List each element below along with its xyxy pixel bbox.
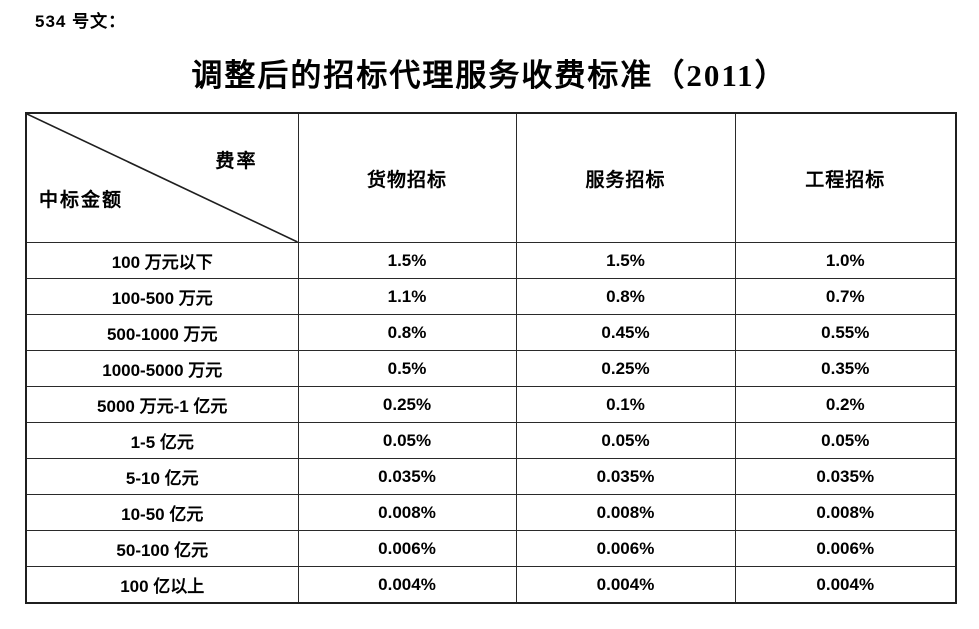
rate-cell: 0.035% xyxy=(297,458,517,495)
page-title: 调整后的招标代理服务收费标准（2011） xyxy=(191,58,788,93)
rate-cell: 0.05% xyxy=(734,422,957,459)
rate-cell: 0.45% xyxy=(515,314,736,351)
amount-range-cell: 5000 万元-1 亿元 xyxy=(25,386,299,423)
rate-cell: 1.1% xyxy=(297,278,517,315)
rate-cell: 0.008% xyxy=(734,494,957,531)
amount-range-cell: 5-10 亿元 xyxy=(25,458,299,495)
rate-cell: 0.35% xyxy=(734,350,957,387)
amount-range-cell: 50-100 亿元 xyxy=(25,530,299,567)
rate-cell: 0.006% xyxy=(734,530,957,567)
rate-cell: 0.008% xyxy=(515,494,736,531)
rate-cell: 0.8% xyxy=(297,314,517,351)
amount-range-cell: 500-1000 万元 xyxy=(25,314,299,351)
rate-cell: 0.035% xyxy=(515,458,736,495)
column-header-goods-bidding: 货物招标 xyxy=(297,112,517,243)
rate-cell: 0.7% xyxy=(734,278,957,315)
corner-header-cell: 费率 中标金额 xyxy=(25,112,299,243)
rate-cell: 0.004% xyxy=(734,566,957,604)
rate-cell: 0.006% xyxy=(297,530,517,567)
table-row: 5-10 亿元 0.035% 0.035% 0.035% xyxy=(25,458,957,495)
column-header-engineering-bidding: 工程招标 xyxy=(734,112,957,243)
rate-cell: 0.004% xyxy=(297,566,517,604)
rate-cell: 0.25% xyxy=(515,350,736,387)
amount-range-cell: 1000-5000 万元 xyxy=(25,350,299,387)
rate-cell: 1.5% xyxy=(297,242,517,279)
rate-cell: 0.25% xyxy=(297,386,517,423)
amount-range-cell: 100-500 万元 xyxy=(25,278,299,315)
rate-cell: 0.5% xyxy=(297,350,517,387)
rate-cell: 0.035% xyxy=(734,458,957,495)
table-body: 100 万元以下 1.5% 1.5% 1.0% 100-500 万元 1.1% … xyxy=(25,242,957,604)
table-row: 10-50 亿元 0.008% 0.008% 0.008% xyxy=(25,494,957,531)
rate-cell: 0.55% xyxy=(734,314,957,351)
table-header-row: 费率 中标金额 货物招标 服务招标 工程招标 xyxy=(25,112,957,243)
rate-cell: 0.004% xyxy=(515,566,736,604)
rate-cell: 0.05% xyxy=(515,422,736,459)
table-row: 100 万元以下 1.5% 1.5% 1.0% xyxy=(25,242,957,279)
table-row: 1-5 亿元 0.05% 0.05% 0.05% xyxy=(25,422,957,459)
table-row: 100-500 万元 1.1% 0.8% 0.7% xyxy=(25,278,957,315)
corner-label-rate: 费率 xyxy=(215,151,258,172)
rate-cell: 0.2% xyxy=(734,386,957,423)
rate-cell: 0.006% xyxy=(515,530,736,567)
table-row: 5000 万元-1 亿元 0.25% 0.1% 0.2% xyxy=(25,386,957,423)
table-row: 1000-5000 万元 0.5% 0.25% 0.35% xyxy=(25,350,957,387)
rate-cell: 0.008% xyxy=(297,494,517,531)
column-header-service-bidding: 服务招标 xyxy=(515,112,736,243)
table-row: 50-100 亿元 0.006% 0.006% 0.006% xyxy=(25,530,957,567)
amount-range-cell: 100 亿以上 xyxy=(25,566,299,604)
doc-number-label: 534 号文： xyxy=(35,12,127,31)
fee-table: 费率 中标金额 货物招标 服务招标 工程招标 100 万元以下 1.5% 1.5… xyxy=(25,112,957,604)
rate-cell: 0.1% xyxy=(515,386,736,423)
rate-cell: 1.0% xyxy=(734,242,957,279)
amount-range-cell: 1-5 亿元 xyxy=(25,422,299,459)
rate-cell: 0.05% xyxy=(297,422,517,459)
amount-range-cell: 10-50 亿元 xyxy=(25,494,299,531)
corner-label-amount: 中标金额 xyxy=(39,190,124,211)
table-row: 100 亿以上 0.004% 0.004% 0.004% xyxy=(25,566,957,604)
table-row: 500-1000 万元 0.8% 0.45% 0.55% xyxy=(25,314,957,351)
rate-cell: 0.8% xyxy=(515,278,736,315)
amount-range-cell: 100 万元以下 xyxy=(25,242,299,279)
diagonal-divider-line xyxy=(27,114,298,242)
rate-cell: 1.5% xyxy=(515,242,736,279)
